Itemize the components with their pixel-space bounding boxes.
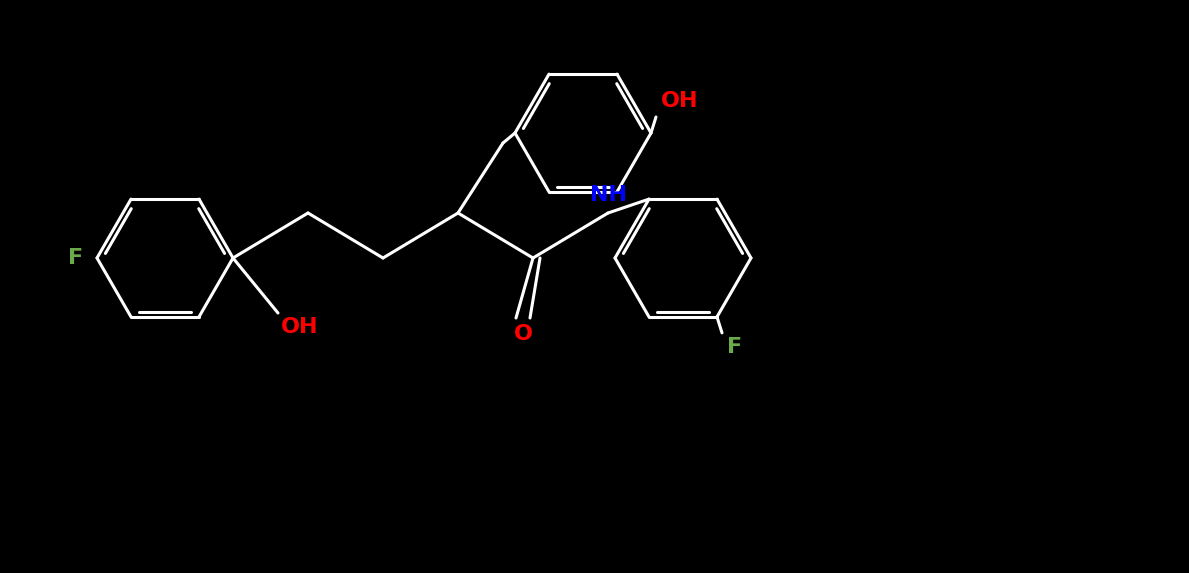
Text: F: F — [726, 337, 742, 357]
Text: NH: NH — [590, 185, 627, 205]
Text: O: O — [514, 324, 533, 344]
Text: OH: OH — [281, 317, 319, 337]
Text: OH: OH — [661, 91, 698, 111]
Text: F: F — [68, 248, 83, 268]
